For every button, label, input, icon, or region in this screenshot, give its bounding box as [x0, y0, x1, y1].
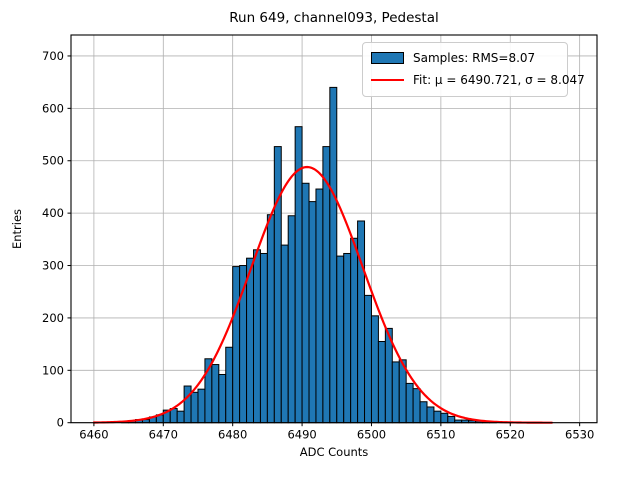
histogram-bar: [287, 215, 296, 424]
y-tick-label: 700: [42, 49, 64, 63]
histogram-bar: [447, 415, 456, 424]
histogram-bar: [273, 146, 282, 424]
histogram-bar: [253, 249, 261, 424]
legend-item-samples: Samples: RMS=8.07: [371, 47, 559, 69]
histogram-bar: [357, 220, 366, 424]
y-tick-label: 0: [57, 416, 64, 430]
y-tick-label: 300: [42, 259, 64, 273]
histogram-bar: [280, 244, 289, 424]
fit-curve: [92, 165, 553, 424]
y-tick-label: 400: [42, 206, 64, 220]
y-tick-label: 500: [42, 154, 64, 168]
axes-spines: [70, 34, 598, 424]
histogram-bar: [308, 201, 317, 424]
histogram-bar: [433, 410, 442, 424]
histogram-bar: [329, 86, 338, 424]
histogram-bar: [419, 401, 428, 424]
x-tick-label: 6470: [149, 428, 178, 442]
histogram-bar: [412, 388, 421, 424]
fit-line-icon: [371, 78, 404, 82]
histogram-bar: [225, 346, 234, 424]
histogram-bar: [218, 373, 227, 424]
y-axis-label: Entries: [10, 208, 24, 250]
histogram-bar: [405, 382, 414, 424]
histogram-bar: [440, 412, 449, 424]
histogram-bar: [377, 340, 386, 424]
x-tick-label: 6460: [79, 428, 108, 442]
histogram-bar: [391, 361, 400, 424]
x-tick-label: 6480: [218, 428, 247, 442]
y-tick-label: 600: [42, 101, 64, 115]
x-tick-label: 6530: [565, 428, 594, 442]
tick-labels: 6460 6470 6480 6490 6500 6510 6520 6530 0 100 200 3…: [42, 49, 594, 442]
x-axis-label: ADC Counts: [299, 445, 369, 459]
histogram-bar: [211, 364, 220, 424]
histogram-bar: [232, 266, 241, 424]
histogram-bar: [336, 255, 345, 424]
y-tick-label: 100: [42, 363, 64, 377]
histogram-bar: [370, 315, 379, 424]
legend-fit-label: Fit: μ = 6490.721, σ = 8.047: [413, 73, 585, 87]
samples-swatch-icon: [371, 52, 404, 64]
x-tick-label: 6490: [287, 428, 316, 442]
histogram-bar: [246, 257, 255, 424]
histogram-bar: [183, 385, 192, 424]
histogram-bar: [259, 252, 268, 424]
histogram-bar: [350, 237, 359, 424]
legend-samples-label: Samples: RMS=8.07: [413, 51, 536, 65]
histogram-bar: [190, 391, 199, 424]
axis-ticks: [67, 55, 581, 427]
histogram-bar: [197, 388, 206, 424]
plot-title: Run 649, channel093, Pedestal: [229, 10, 439, 26]
legend-item-fit: Fit: μ = 6490.721, σ = 8.047: [371, 69, 585, 91]
y-tick-label: 200: [42, 311, 64, 325]
x-tick-label: 6520: [496, 428, 525, 442]
histogram-bar: [343, 252, 352, 424]
histogram-bar: [322, 146, 331, 424]
histogram-bar: [176, 410, 185, 424]
histogram-bar: [315, 188, 324, 424]
histogram-bars: [121, 86, 497, 424]
x-tick-label: 6500: [357, 428, 386, 442]
histogram-bar: [426, 406, 435, 424]
histogram-bar: [301, 182, 310, 424]
histogram-bar: [364, 294, 372, 424]
histogram-bar: [266, 214, 275, 424]
x-tick-label: 6510: [426, 428, 455, 442]
legend: Samples: RMS=8.07 Fit: μ = 6490.721, σ =…: [362, 42, 585, 97]
